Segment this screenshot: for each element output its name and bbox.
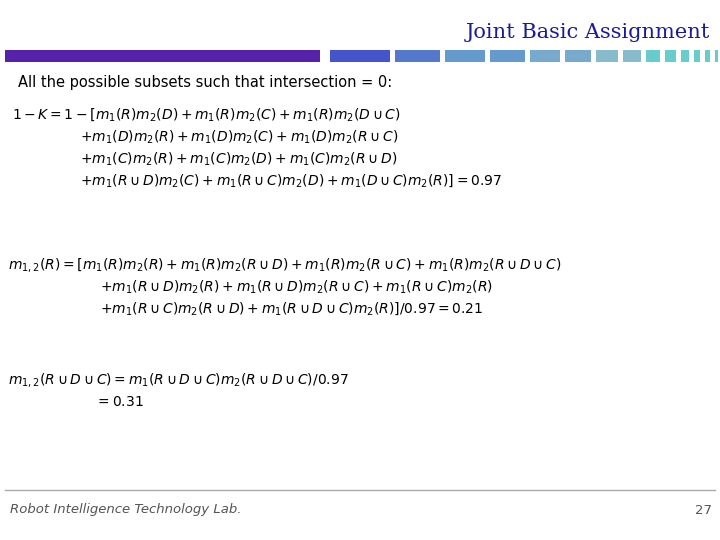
Bar bbox=[490, 50, 525, 62]
Bar bbox=[681, 50, 689, 62]
Text: $+m_1(R\cup D)m_2(R)+m_1(R\cup D)m_2(R\cup C)+m_1(R\cup C)m_2(R)$: $+m_1(R\cup D)m_2(R)+m_1(R\cup D)m_2(R\c… bbox=[100, 278, 492, 296]
Text: $+m_1(R\cup C)m_2(R\cup D)+m_1(R\cup D\cup C)m_2(R)]/0.97=0.21$: $+m_1(R\cup C)m_2(R\cup D)+m_1(R\cup D\c… bbox=[100, 301, 483, 318]
Bar bbox=[665, 50, 676, 62]
Bar bbox=[530, 50, 560, 62]
Bar bbox=[694, 50, 700, 62]
Bar bbox=[330, 50, 390, 62]
Text: $+m_1(R\cup D)m_2(C)+m_1(R\cup C)m_2(D)+m_1(D\cup C)m_2(R)]=0.97$: $+m_1(R\cup D)m_2(C)+m_1(R\cup C)m_2(D)+… bbox=[80, 173, 502, 190]
Bar bbox=[565, 50, 591, 62]
Text: $+m_1(D)m_2(R)+m_1(D)m_2(C)+m_1(D)m_2(R\cup C)$: $+m_1(D)m_2(R)+m_1(D)m_2(C)+m_1(D)m_2(R\… bbox=[80, 129, 398, 146]
Bar bbox=[395, 50, 440, 62]
Text: $m_{1,2}(R)=[m_1(R)m_2(R)+m_1(R)m_2(R\cup D)+m_1(R)m_2(R\cup C)+m_1(R)m_2(R\cup : $m_{1,2}(R)=[m_1(R)m_2(R)+m_1(R)m_2(R\cu… bbox=[8, 256, 562, 274]
Text: Robot Intelligence Technology Lab.: Robot Intelligence Technology Lab. bbox=[10, 503, 241, 516]
Text: $1-K=1-[m_1(R)m_2(D)+m_1(R)m_2(C)+m_1(R)m_2(D\cup C)$: $1-K=1-[m_1(R)m_2(D)+m_1(R)m_2(C)+m_1(R)… bbox=[12, 106, 401, 124]
Bar bbox=[5, 50, 320, 62]
Bar bbox=[705, 50, 710, 62]
Text: 27: 27 bbox=[695, 503, 712, 516]
Text: $m_{1,2}(R\cup D\cup C)=m_1(R\cup D\cup C)m_2(R\cup D\cup C)/0.97$: $m_{1,2}(R\cup D\cup C)=m_1(R\cup D\cup … bbox=[8, 371, 348, 389]
Bar bbox=[623, 50, 641, 62]
Text: $=0.31$: $=0.31$ bbox=[95, 395, 144, 409]
Text: All the possible subsets such that intersection = 0:: All the possible subsets such that inter… bbox=[18, 76, 392, 91]
Text: Joint Basic Assignment: Joint Basic Assignment bbox=[466, 23, 710, 42]
Bar bbox=[596, 50, 618, 62]
Bar bbox=[715, 50, 718, 62]
Text: $+m_1(C)m_2(R)+m_1(C)m_2(D)+m_1(C)m_2(R\cup D)$: $+m_1(C)m_2(R)+m_1(C)m_2(D)+m_1(C)m_2(R\… bbox=[80, 150, 397, 168]
Bar bbox=[445, 50, 485, 62]
Bar bbox=[646, 50, 660, 62]
